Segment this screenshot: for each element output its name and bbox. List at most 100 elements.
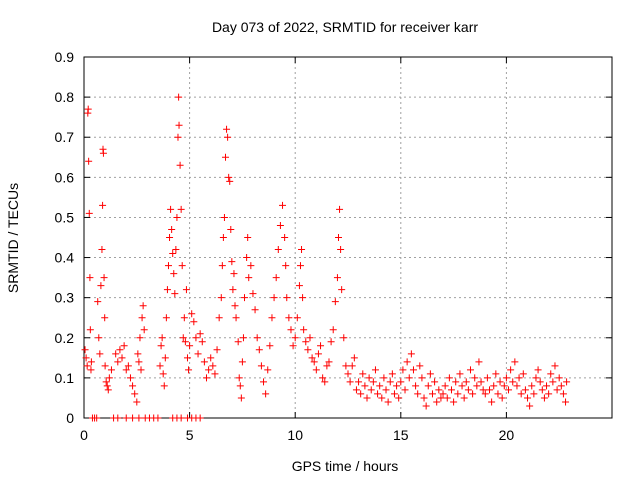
data-point: [327, 338, 335, 346]
data-point: [333, 274, 341, 282]
data-point: [386, 378, 394, 386]
data-point: [475, 358, 483, 366]
data-point: [551, 362, 559, 370]
data-point: [403, 358, 411, 366]
data-point: [231, 302, 239, 310]
data-point: [289, 342, 297, 350]
data-point: [183, 354, 191, 362]
data-point: [310, 358, 318, 366]
data-point: [426, 370, 434, 378]
data-point: [524, 394, 532, 402]
data-point: [302, 338, 310, 346]
data-point: [85, 209, 93, 217]
data-point: [464, 386, 472, 394]
data-point: [229, 286, 237, 294]
data-point: [443, 394, 451, 402]
data-point: [384, 398, 392, 406]
data-point: [97, 282, 105, 290]
data-point: [378, 394, 386, 402]
data-point: [209, 362, 217, 370]
data-point: [194, 350, 202, 358]
data-point: [521, 386, 529, 394]
data-point: [188, 310, 196, 318]
data-point: [365, 374, 373, 382]
data-point: [99, 149, 107, 157]
data-point: [100, 274, 108, 282]
data-point: [107, 366, 115, 374]
data-point: [545, 390, 553, 398]
data-point: [177, 414, 185, 422]
y-tick-label: 0.7: [55, 129, 75, 145]
data-point: [555, 374, 563, 382]
data-point: [409, 366, 417, 374]
data-point: [114, 414, 122, 422]
data-point: [253, 334, 261, 342]
data-point: [494, 390, 502, 398]
data-point: [536, 378, 544, 386]
data-point: [304, 346, 312, 354]
data-point: [134, 350, 142, 358]
data-point: [553, 386, 561, 394]
data-point: [164, 262, 172, 270]
data-point: [532, 374, 540, 382]
data-point: [563, 378, 571, 386]
data-point: [247, 262, 255, 270]
data-point: [367, 386, 375, 394]
data-point: [528, 382, 536, 390]
data-point: [291, 334, 299, 342]
data-point: [87, 366, 95, 374]
data-point: [87, 358, 95, 366]
data-point: [101, 314, 109, 322]
data-point: [169, 250, 177, 258]
data-point: [251, 306, 259, 314]
data-point: [241, 294, 249, 302]
data-point: [456, 370, 464, 378]
data-point: [543, 382, 551, 390]
data-point: [173, 213, 181, 221]
data-point: [213, 346, 221, 354]
data-point: [334, 234, 342, 241]
data-point: [86, 326, 94, 334]
data-point: [135, 414, 143, 422]
data-point: [282, 262, 290, 270]
data-point: [138, 314, 146, 322]
data-point: [414, 390, 422, 398]
data-point: [279, 201, 287, 209]
data-point: [200, 358, 208, 366]
data-point: [452, 378, 460, 386]
data-point: [281, 234, 289, 241]
data-point: [496, 378, 504, 386]
data-point: [450, 398, 458, 406]
data-point: [420, 394, 428, 402]
data-point: [83, 362, 91, 370]
x-tick-label: 0: [80, 427, 88, 443]
data-point: [190, 318, 198, 326]
y-axis-label: SRMTID / TECUs: [5, 183, 21, 293]
data-point: [215, 314, 223, 322]
data-point: [471, 374, 479, 382]
data-point: [217, 294, 225, 302]
y-tick-label: 0.3: [55, 290, 75, 306]
data-point: [323, 362, 331, 370]
data-point: [178, 262, 186, 270]
data-point: [299, 294, 307, 302]
data-point: [235, 374, 243, 382]
data-point: [196, 330, 204, 338]
data-point: [118, 354, 126, 362]
data-point: [266, 342, 274, 350]
data-point: [418, 374, 426, 382]
data-point: [454, 390, 462, 398]
data-point: [85, 157, 93, 165]
data-point: [255, 346, 263, 354]
data-point: [390, 390, 398, 398]
data-point: [350, 354, 358, 362]
axis-ticks: [83, 56, 612, 419]
data-point: [262, 390, 270, 398]
data-point: [276, 221, 284, 229]
data-point: [176, 161, 184, 169]
data-point: [513, 382, 521, 390]
data-point: [382, 386, 390, 394]
data-point: [317, 342, 325, 350]
data-point: [182, 286, 190, 294]
